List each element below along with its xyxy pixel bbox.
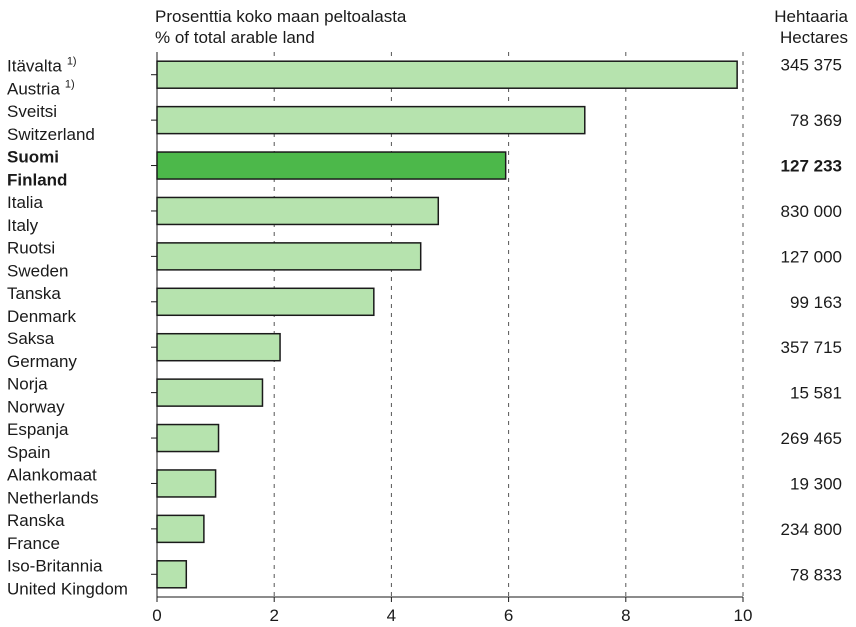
hectares-value: 19 300 (790, 474, 842, 493)
subtitle-finnish: Prosenttia koko maan peltoalasta (155, 7, 407, 26)
category-label-en: Finland (7, 171, 67, 190)
hectares-value: 127 000 (781, 247, 842, 266)
bar-netherlands (156, 469, 217, 498)
category-label-en: Sweden (7, 261, 68, 280)
bar-layer (156, 60, 738, 589)
category-label-fi: Alankomaat (7, 465, 97, 484)
category-label-en: Switzerland (7, 125, 95, 144)
category-label-fi: Saksa (7, 329, 55, 348)
x-tick-label-6: 6 (504, 606, 513, 625)
category-label-fi: Tanska (7, 284, 61, 303)
hectares-value: 234 800 (781, 520, 842, 539)
category-label-en: Norway (7, 398, 65, 417)
category-label-fi: Ranska (7, 511, 65, 530)
bar-finland (156, 151, 507, 180)
bar-germany (156, 332, 281, 362)
footnote-marker: 1) (65, 79, 75, 91)
hectares-header-english: Hectares (779, 28, 848, 47)
x-tick-label-8: 8 (621, 606, 630, 625)
hectares-value: 345 375 (781, 56, 842, 75)
x-tick-label-4: 4 (387, 606, 396, 625)
x-tick-label-10: 10 (734, 606, 753, 625)
bar-switzerland (156, 105, 586, 135)
hectares-value: 357 715 (781, 338, 842, 357)
category-label-en: France (7, 534, 60, 553)
hectares-value: 269 465 (781, 429, 842, 448)
category-label-fi: Espanja (7, 420, 69, 439)
bar-denmark (156, 287, 375, 317)
bar-spain (156, 423, 220, 453)
bar-norway (156, 378, 264, 407)
category-label-fi: Norja (7, 375, 48, 394)
hectares-header: Hehtaaria Hectares (774, 6, 848, 48)
hectares-value: 78 369 (790, 111, 842, 130)
hectares-value: 127 233 (781, 157, 842, 176)
hectares-value: 99 163 (790, 293, 842, 312)
subtitle-english: % of total arable land (155, 28, 315, 47)
bar-sweden (156, 242, 422, 271)
x-tick-label-2: 2 (269, 606, 278, 625)
hectares-value: 78 833 (790, 565, 842, 584)
category-label-en: Austria 1) (7, 79, 75, 99)
category-label-en: Netherlands (7, 488, 99, 507)
label-layer: Itävalta 1) Austria 1) 345 375 Sveitsi Switzer… (7, 56, 842, 599)
chart-subtitle: Prosenttia koko maan peltoalasta % of to… (155, 6, 406, 48)
category-label-fi: Sveitsi (7, 102, 57, 121)
category-label-en: United Kingdom (7, 579, 128, 598)
hectares-header-finnish: Hehtaaria (774, 7, 848, 26)
category-label-en: Spain (7, 443, 50, 462)
category-label-en: Italy (7, 216, 39, 235)
bar-france (156, 514, 205, 544)
footnote-marker: 1) (67, 56, 77, 68)
x-tick-label-0: 0 (152, 606, 161, 625)
category-label-en: Denmark (7, 307, 76, 326)
category-label-fi: Iso-Britannia (7, 556, 103, 575)
hectares-value: 15 581 (790, 384, 842, 403)
category-label-fi: Ruotsi (7, 238, 55, 257)
bar-italy (156, 196, 440, 226)
grid-layer (273, 52, 744, 597)
bar-united-kingdom (156, 560, 188, 589)
bar-austria (156, 60, 738, 89)
category-label-en: Germany (7, 352, 77, 371)
category-label-fi: Italia (7, 193, 43, 212)
category-label-fi: Suomi (7, 148, 59, 167)
category-label-fi: Itävalta 1) (7, 56, 77, 76)
hectares-value: 830 000 (781, 202, 842, 221)
axis-layer: 0 2 4 6 8 10 (151, 52, 752, 625)
